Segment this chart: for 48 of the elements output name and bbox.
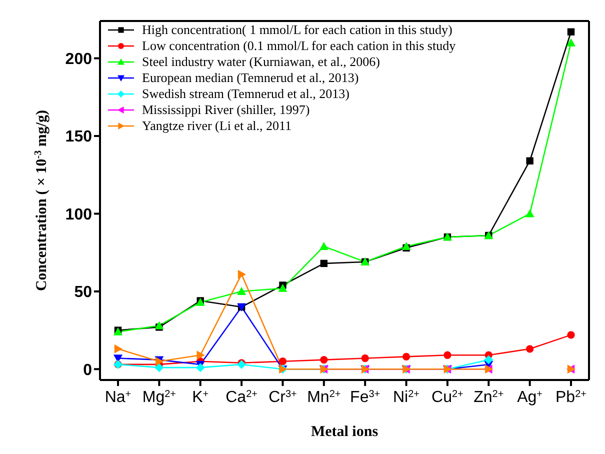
y-tick-label: 200 [65,50,92,68]
point [402,242,411,250]
point [319,242,328,250]
point [238,270,246,279]
y-tick-label: 100 [65,206,92,224]
point [237,286,246,296]
x-tick-label: Ni$^{2+}$ [393,388,420,406]
x-tick-label: Cr$^{3+}$ [268,388,298,406]
x-tick-label: Zn$^{2+}$ [474,388,504,406]
point [526,345,534,353]
x-tick-label: Ag$^{+}$ [517,388,543,406]
y-tick-label: 0 [83,362,92,379]
x-tick-label: Mn$^{2+}$ [307,388,341,406]
x-tick-label: Cu$^{2+}$ [432,388,464,406]
legend-label: Low concentration (0.1 mmol/L for each cation in this study [142,38,456,54]
legend-label: Swedish stream (Temnerud et al., 2013) [142,86,350,102]
point [567,28,575,36]
point [196,363,205,372]
legend-label: High concentration( 1 mmol/L for each cation in this study) [142,22,452,38]
point [154,363,164,372]
point [278,358,287,366]
legend-label: Yangtze river (Li et al., 2011 [142,118,292,134]
point [402,352,410,361]
x-tick-label: K$^{+}$ [192,388,209,406]
point [154,321,164,330]
y-tick-label: 50 [74,284,92,302]
x-tick-label: Fe$^{3+}$ [350,388,380,406]
point [361,354,369,362]
x-tick-label: Na$^{+}$ [104,388,132,406]
y-tick-label: 150 [65,128,92,146]
legend-label: European median (Temnerud et al., 2013) [142,70,359,86]
point [444,351,452,359]
point [114,344,122,354]
x-tick-label: Mg$^{2+}$ [142,388,176,406]
legend-label: Steel industry water (Kurniawan, et al., 2006) [142,54,380,70]
point [196,350,205,360]
point [484,355,494,364]
point [567,331,575,339]
x-tick-label: Ca$^{2+}$ [226,388,258,406]
x-tick-label: Pb$^{2+}$ [556,388,587,406]
point [320,356,328,364]
legend-label: Mississippi River (shiller, 1997) [142,102,310,118]
point [526,157,534,164]
point [320,260,328,268]
point [566,38,576,46]
x-axis-title: Metal ions [310,424,378,440]
point [278,284,288,292]
point [525,209,534,218]
